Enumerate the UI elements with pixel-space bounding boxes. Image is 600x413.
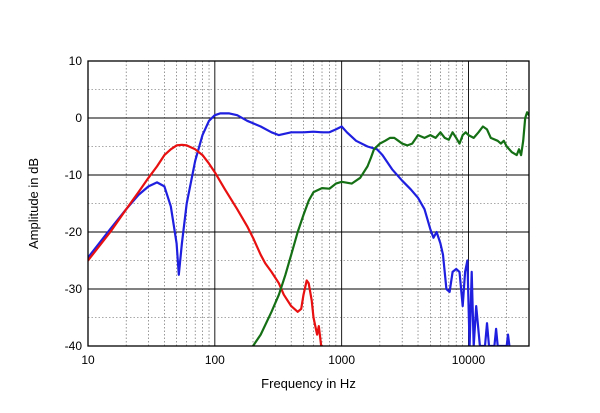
y-axis-label: Amplitude in dB — [26, 158, 41, 249]
x-axis-label: Frequency in Hz — [261, 376, 356, 391]
x-tick-label: 10 — [81, 353, 95, 367]
y-tick-label: -40 — [65, 339, 83, 353]
y-tick-label: -30 — [65, 282, 83, 296]
series-line-2 — [88, 143, 324, 346]
x-tick-label: 10000 — [452, 353, 486, 367]
y-tick-label: -20 — [65, 225, 83, 239]
series-line-1 — [88, 112, 511, 346]
x-tick-label: 1000 — [328, 353, 355, 367]
y-tick-label: -10 — [65, 168, 83, 182]
series-line-3 — [251, 111, 529, 346]
y-tick-label: 10 — [69, 54, 83, 68]
y-tick-label: 0 — [75, 111, 82, 125]
series-group — [88, 111, 529, 346]
plot-frame — [87, 60, 530, 347]
x-tick-label: 100 — [205, 353, 225, 367]
